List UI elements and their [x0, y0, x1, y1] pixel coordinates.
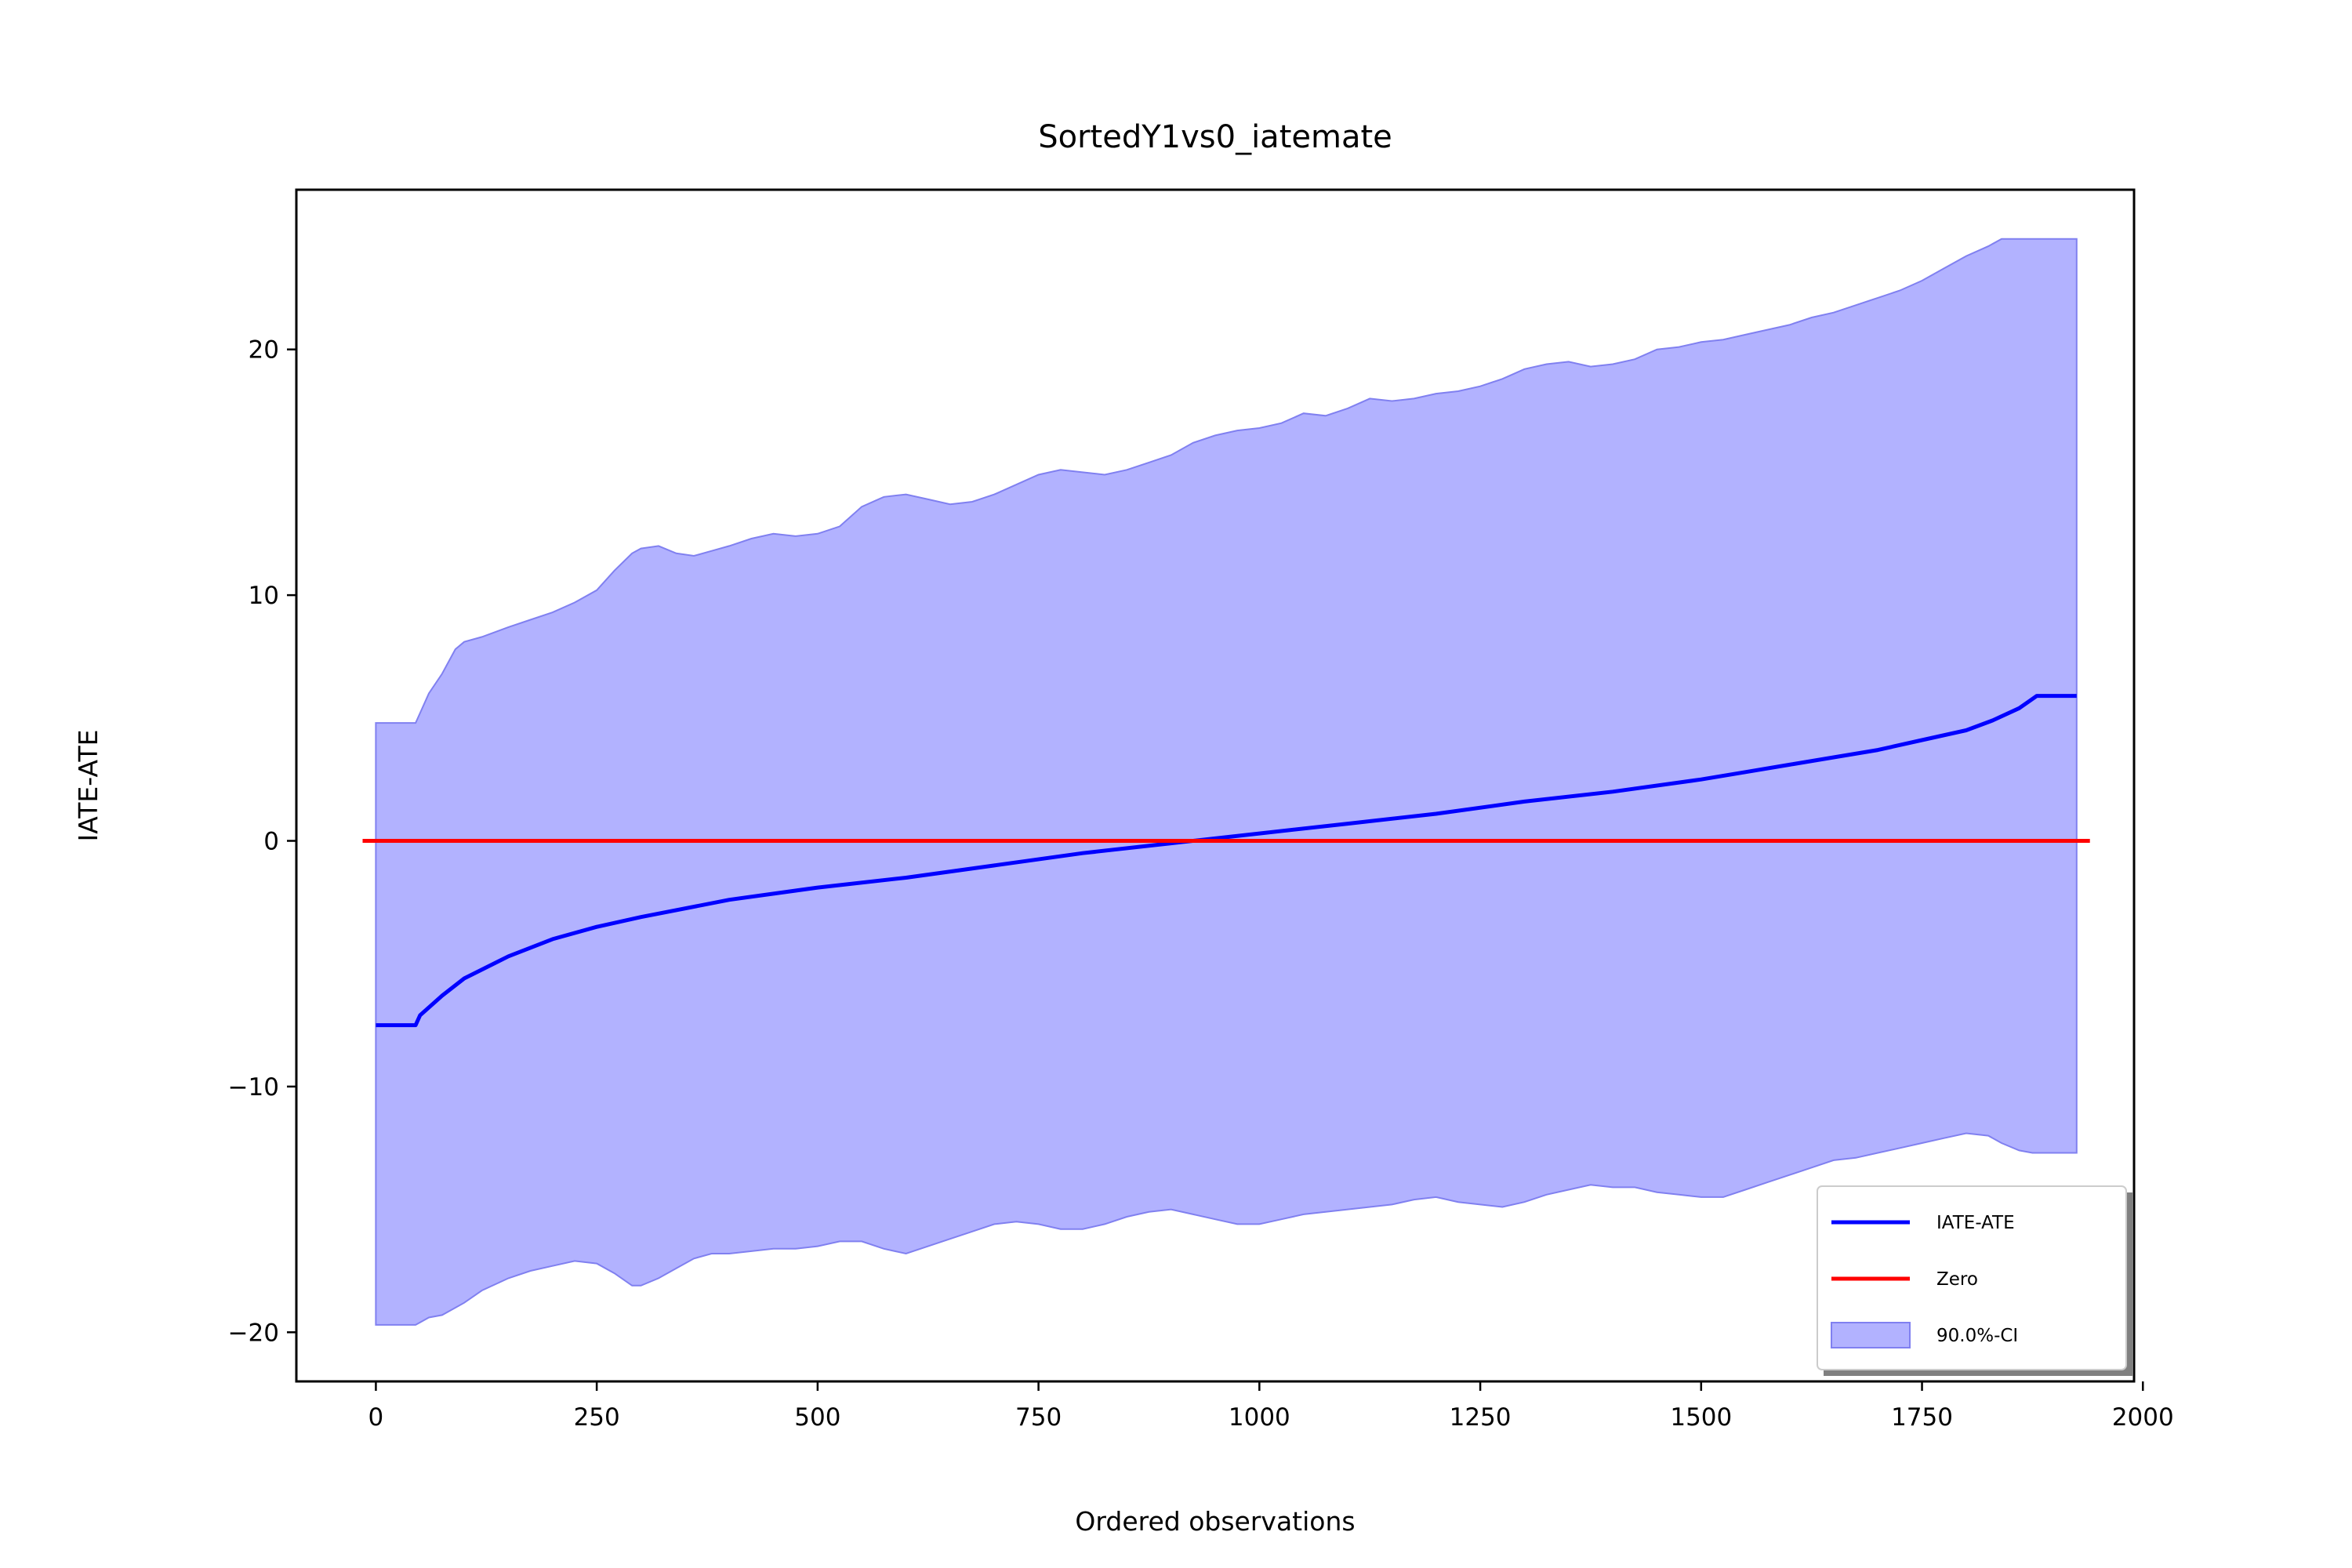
legend-swatch-ci	[1831, 1322, 1911, 1348]
y-tick-label: 10	[249, 582, 279, 610]
y-tick-label: 0	[263, 828, 279, 856]
x-tick-label: 1750	[1891, 1403, 1953, 1432]
x-tick-label: 1000	[1229, 1403, 1290, 1432]
x-axis: 0 250 500 750 1000 1250 1500 1750 2000	[368, 1381, 2174, 1432]
ci-band	[375, 238, 2078, 1326]
x-tick-label: 1250	[1450, 1403, 1512, 1432]
series-line-iate-ate	[376, 694, 2077, 1028]
x-tick-label: 2000	[2112, 1403, 2174, 1432]
legend: IATE-ATE Zero 90.0%-CI	[1817, 1185, 2132, 1376]
series-layer	[362, 694, 2090, 1028]
x-tick-label: 1500	[1670, 1403, 1732, 1432]
plot-area	[362, 238, 2090, 1326]
y-axis: −20 −10 0 10 20	[228, 336, 296, 1347]
y-axis-label: IATE-ATE	[73, 730, 103, 842]
legend-label-ci: 90.0%-CI	[1936, 1326, 2018, 1346]
x-tick-label: 500	[794, 1403, 840, 1432]
x-axis-label: Ordered observations	[1075, 1506, 1355, 1537]
plot-frame	[295, 188, 2136, 1383]
chart-title: SortedY1vs0_iatemate	[1038, 119, 1392, 155]
x-tick-label: 250	[574, 1403, 620, 1432]
y-tick-label: 20	[249, 336, 279, 365]
y-tick-label: −20	[228, 1319, 279, 1347]
legend-label-iate-ate: IATE-ATE	[1936, 1213, 2015, 1233]
y-tick-label: −10	[228, 1073, 279, 1102]
legend-label-zero: Zero	[1936, 1269, 1978, 1290]
x-tick-label: 0	[368, 1403, 384, 1432]
x-tick-label: 750	[1015, 1403, 1062, 1432]
